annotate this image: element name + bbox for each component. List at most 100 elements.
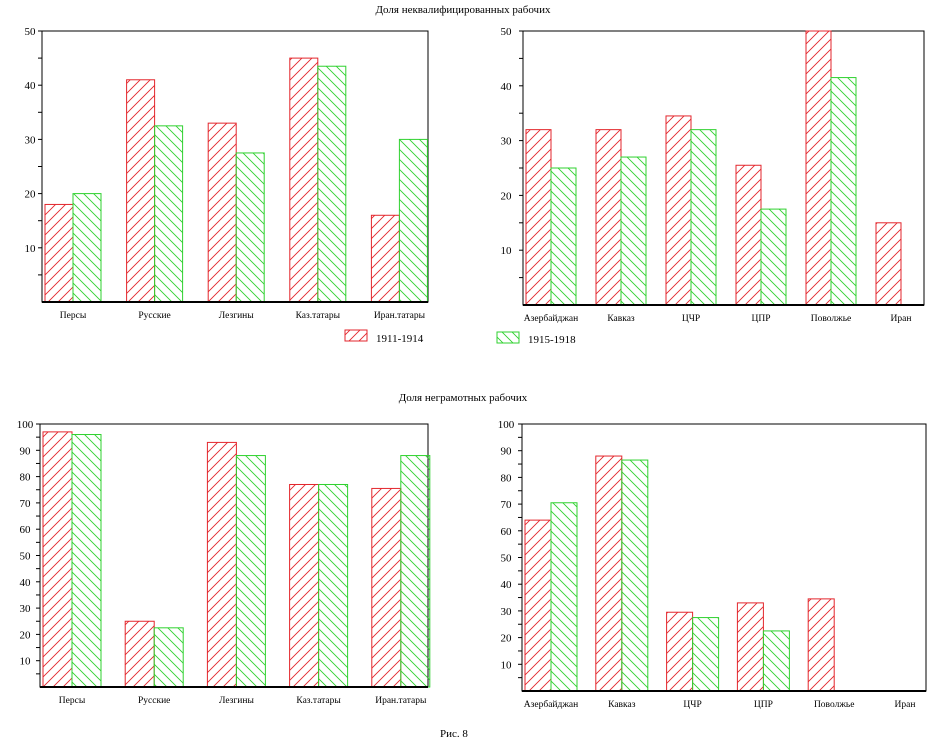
bar-series1: [126, 79, 156, 303]
bar-series2: [830, 77, 857, 306]
bar-series2: [153, 627, 184, 688]
x-category-label: Кавказ: [607, 314, 635, 324]
x-category-label: Иран.татары: [374, 311, 426, 321]
legend-swatch-1911-1914: [344, 329, 368, 342]
y-tick-label: 30: [25, 134, 37, 146]
bar-series2: [762, 630, 790, 692]
bar-series2: [550, 167, 577, 306]
y-tick-label: 40: [501, 81, 513, 93]
y-tick-label: 50: [20, 551, 32, 563]
y-tick-label: 60: [501, 526, 513, 538]
bar-series2: [72, 193, 102, 303]
x-category-label: Поволжье: [811, 314, 852, 324]
y-tick-label: 40: [20, 577, 32, 589]
bar-series1: [666, 611, 694, 692]
x-category-label: Каз.татары: [296, 311, 341, 321]
y-tick-label: 60: [20, 524, 32, 536]
y-tick-label: 10: [501, 245, 513, 257]
chart-unskilled-region: 10 20 30 40 50 Азербайджан Кавказ ЦЧР ЦПР Поволжь…: [501, 26, 925, 324]
bar-series2: [620, 156, 647, 306]
bar-series1: [289, 483, 320, 688]
y-tick-label: 100: [17, 419, 34, 431]
bar-series2: [550, 502, 578, 692]
y-tick-label: 90: [20, 445, 32, 457]
bar-series2: [235, 152, 265, 303]
x-category-label: Иран: [891, 314, 912, 324]
bar-series1: [124, 620, 155, 688]
y-tick-label: 20: [25, 189, 37, 201]
bar-series1: [371, 487, 402, 688]
bar-series2: [621, 459, 649, 692]
y-tick-label: 70: [501, 499, 513, 511]
bar-series2: [318, 483, 349, 688]
bar-series1: [665, 115, 692, 306]
bar-series1: [736, 602, 764, 692]
y-tick-label: 90: [501, 446, 513, 458]
bar-series2: [398, 138, 428, 303]
y-tick-label: 10: [25, 243, 37, 255]
bar-series2: [400, 455, 431, 688]
y-tick-label: 50: [501, 26, 513, 38]
x-category-label: Кавказ: [608, 700, 636, 710]
bar-series1: [525, 129, 552, 306]
chart-unskilled-ethnic: 10 20 30 40 50 Персы Русские Лезгины Каз.татары И…: [25, 26, 429, 321]
x-category-label: ЦЧР: [683, 700, 701, 710]
y-tick-label: 80: [20, 472, 32, 484]
bar-series2: [71, 434, 102, 688]
bar-series1: [44, 203, 74, 303]
bar-series1: [524, 519, 552, 692]
plot-frame: [522, 30, 925, 306]
bar-series1: [207, 122, 237, 303]
title-illiterate: Доля неграмотных рабочих: [399, 392, 528, 404]
plot-frame: [521, 423, 927, 692]
y-tick-label: 30: [501, 136, 513, 148]
bar-series2: [692, 617, 720, 692]
chart-illiterate-region: 10 20 30 40 50 60 70 80 90 100 Азербайджан Кавказ ЦЧ…: [498, 419, 927, 710]
x-category-label: ЦПР: [751, 314, 770, 324]
figure-caption: Рис. 8: [440, 728, 468, 740]
y-tick-label: 10: [20, 656, 32, 668]
bar-series1: [42, 431, 73, 688]
x-category-label: Иран.татары: [375, 696, 427, 706]
y-tick-label: 40: [25, 80, 37, 92]
chart-illiterate-ethnic: 10 20 30 40 50 60 70 80 90 100 Персы Русские Лезгины…: [17, 419, 431, 706]
x-category-label: Персы: [59, 696, 86, 706]
legend-label-1911-1914: 1911-1914: [376, 333, 424, 345]
y-tick-label: 100: [498, 419, 515, 431]
bar-series2: [690, 129, 717, 306]
x-category-label: Азербайджан: [524, 699, 578, 710]
x-category-label: Лезгины: [219, 311, 255, 321]
x-category-label: Иран: [895, 700, 916, 710]
bar-series1: [595, 455, 623, 692]
legend-swatch-1915-1918: [496, 331, 520, 344]
x-category-label: Поволжье: [814, 700, 855, 710]
bar-series2: [235, 455, 266, 688]
x-category-label: Лезгины: [219, 696, 255, 706]
bar-series2: [154, 125, 184, 303]
y-tick-label: 30: [501, 606, 513, 618]
title-unskilled: Доля неквалифицированных рабочих: [376, 4, 551, 16]
x-category-label: ЦЧР: [682, 314, 700, 324]
x-category-label: Персы: [60, 311, 87, 321]
bar-series1: [595, 129, 622, 306]
x-category-label: Каз.татары: [296, 696, 341, 706]
legend: 1911-1914 1915-1918: [344, 329, 576, 346]
bar-series1: [735, 164, 762, 306]
x-category-label: Русские: [138, 696, 170, 706]
bar-series1: [807, 598, 835, 692]
y-tick-label: 70: [20, 498, 32, 510]
x-category-label: Русские: [138, 311, 170, 321]
y-tick-label: 50: [25, 26, 37, 38]
y-tick-label: 50: [501, 553, 513, 565]
y-tick-label: 80: [501, 472, 513, 484]
x-category-label: Азербайджан: [524, 313, 578, 324]
bar-series1: [805, 30, 832, 306]
y-tick-label: 10: [501, 659, 513, 671]
x-category-label: ЦПР: [754, 700, 773, 710]
bar-series1: [370, 214, 400, 303]
y-tick-label: 20: [501, 633, 513, 645]
legend-label-1915-1918: 1915-1918: [528, 334, 576, 346]
bar-series2: [760, 208, 787, 306]
bar-series2: [317, 65, 347, 303]
bar-series1: [875, 222, 902, 306]
